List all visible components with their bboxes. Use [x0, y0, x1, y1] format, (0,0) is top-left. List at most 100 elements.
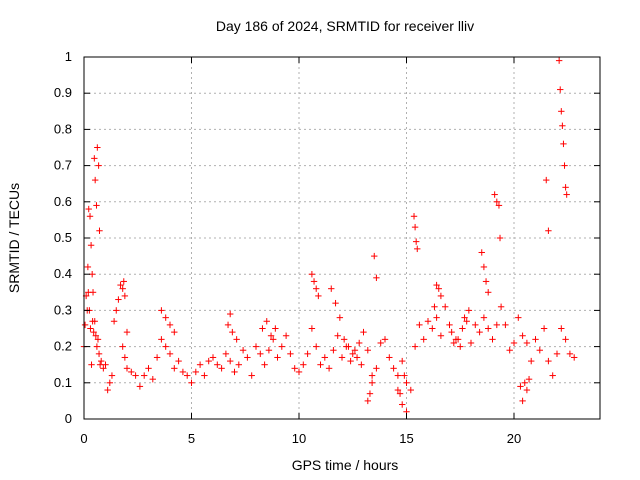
data-point-0-197: [171, 328, 178, 336]
data-point-0-52: [227, 357, 234, 365]
data-point-0-183: [435, 285, 442, 292]
data-point-0-204: [267, 332, 275, 339]
data-point-0-85: [368, 379, 376, 386]
data-point-0-7: [88, 361, 95, 368]
data-point-0-127: [549, 372, 556, 379]
data-point-0-111: [480, 314, 488, 321]
y-tick-label-8: 0.8: [54, 121, 72, 136]
data-point-0-100: [433, 314, 440, 321]
data-point-0-152: [496, 234, 504, 242]
data-point-0-139: [91, 155, 98, 162]
data-point-0-187: [482, 278, 490, 285]
data-point-0-200: [229, 328, 236, 336]
data-point-0-28: [123, 365, 131, 372]
data-point-0-101: [437, 332, 445, 339]
data-point-0-214: [448, 328, 455, 336]
data-point-0-22: [110, 318, 118, 325]
data-point-0-175: [121, 292, 129, 300]
data-point-0-16: [98, 357, 105, 365]
data-point-0-190: [519, 397, 526, 405]
data-point-0-131: [566, 350, 574, 358]
data-point-0-114: [493, 321, 500, 329]
data-point-0-23: [113, 307, 120, 314]
data-point-0-173: [119, 285, 126, 292]
data-point-0-69: [300, 361, 307, 368]
data-point-0-93: [403, 379, 410, 386]
data-point-0-118: [510, 339, 518, 347]
data-point-0-112: [485, 325, 492, 332]
data-point-0-161: [562, 184, 569, 191]
data-point-0-195: [162, 314, 169, 321]
data-point-0-87: [377, 339, 384, 347]
data-point-0-98: [424, 318, 432, 325]
data-point-0-13: [94, 336, 102, 343]
data-point-0-104: [450, 339, 457, 347]
data-point-0-217: [461, 314, 468, 321]
data-point-0-163: [364, 397, 371, 405]
data-point-0-119: [515, 314, 522, 321]
data-point-0-120: [519, 332, 526, 339]
data-point-0-38: [166, 350, 174, 358]
data-point-0-124: [536, 347, 543, 354]
data-point-0-168: [394, 386, 402, 394]
data-point-0-143: [95, 162, 102, 169]
data-point-0-99: [429, 325, 436, 332]
data-point-0-84: [364, 347, 371, 354]
data-point-0-9: [90, 328, 97, 336]
data-point-0-10: [91, 318, 98, 325]
data-points-layer: [80, 57, 578, 415]
data-point-0-83: [360, 328, 367, 336]
data-point-0-109: [472, 321, 479, 329]
data-point-0-147: [412, 238, 420, 245]
x-tick-label-1: 5: [188, 431, 195, 446]
data-point-0-209: [340, 336, 348, 343]
data-point-0-103: [446, 321, 453, 329]
x-axis-label: GPS time / hours: [292, 457, 399, 473]
data-point-0-202: [259, 325, 266, 332]
data-point-0-80: [347, 357, 354, 365]
data-point-0-186: [480, 263, 488, 271]
data-point-0-203: [263, 318, 270, 325]
data-point-0-141: [93, 202, 100, 209]
data-point-0-82: [356, 339, 363, 347]
data-point-0-64: [278, 343, 285, 350]
data-point-0-30: [132, 372, 139, 379]
data-point-0-182: [433, 281, 440, 289]
data-point-0-151: [495, 202, 503, 209]
data-point-0-135: [86, 213, 94, 220]
data-point-0-39: [171, 365, 178, 372]
data-point-0-6: [87, 325, 94, 332]
data-point-0-55: [239, 347, 247, 354]
data-point-0-36: [158, 336, 165, 343]
data-point-0-216: [457, 343, 464, 350]
data-point-0-68: [295, 368, 303, 376]
data-point-0-134: [85, 205, 92, 213]
y-tick-label-3: 0.3: [54, 302, 72, 317]
data-point-0-177: [308, 271, 316, 278]
data-point-0-59: [257, 350, 264, 358]
y-tick-label-2: 0.2: [54, 339, 72, 354]
data-point-0-77: [334, 332, 341, 339]
data-point-0-107: [463, 318, 470, 325]
data-point-0-90: [390, 365, 397, 372]
data-point-0-11: [92, 332, 100, 339]
data-point-0-164: [366, 390, 374, 397]
data-point-0-86: [373, 365, 380, 372]
data-point-0-180: [315, 292, 322, 300]
data-point-0-146: [411, 223, 419, 231]
data-point-0-150: [493, 198, 500, 205]
data-point-0-56: [244, 354, 251, 361]
data-point-0-72: [313, 343, 320, 350]
data-point-0-33: [145, 365, 152, 372]
data-point-0-45: [196, 361, 204, 368]
data-point-0-129: [558, 325, 565, 332]
data-point-0-62: [270, 336, 277, 343]
data-point-0-92: [399, 357, 406, 365]
data-point-0-159: [560, 140, 567, 148]
data-point-0-42: [184, 372, 191, 379]
data-point-0-210: [345, 343, 352, 350]
data-point-0-156: [557, 86, 564, 93]
data-point-0-67: [291, 365, 298, 372]
x-tick-label-4: 20: [507, 431, 521, 446]
